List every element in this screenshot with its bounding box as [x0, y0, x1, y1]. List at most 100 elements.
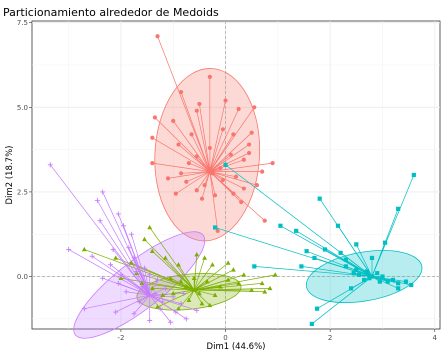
data-point: [152, 290, 158, 296]
data-point: [230, 267, 236, 272]
data-point: [249, 130, 254, 135]
data-point: [160, 299, 166, 305]
data-point: [147, 318, 153, 324]
data-point: [259, 280, 265, 286]
data-point: [364, 269, 369, 274]
data-point: [369, 274, 375, 279]
data-point: [189, 132, 194, 137]
data-point: [113, 309, 119, 315]
data-point: [223, 98, 228, 103]
medoid-link: [144, 268, 151, 296]
data-point: [126, 245, 132, 251]
data-point: [411, 172, 416, 178]
data-point: [176, 142, 181, 147]
data-point: [81, 246, 87, 252]
data-point: [115, 280, 121, 286]
data-point: [170, 290, 176, 296]
data-point: [367, 276, 372, 281]
medoid-link: [123, 225, 151, 296]
medoid-link: [371, 174, 415, 277]
data-point: [194, 307, 200, 313]
data-point: [155, 34, 160, 39]
data-point: [186, 161, 192, 166]
data-point: [207, 169, 212, 174]
data-point: [299, 264, 304, 269]
data-point: [147, 272, 153, 278]
medoid-link: [314, 257, 373, 277]
medoid-link: [204, 171, 211, 186]
data-point: [136, 299, 142, 305]
data-point: [343, 264, 348, 269]
data-point: [171, 118, 176, 123]
data-point: [317, 196, 322, 201]
data-point: [354, 267, 359, 272]
medoid-link: [193, 269, 234, 291]
data-point: [231, 132, 236, 137]
data-point: [252, 105, 257, 110]
medoid-link: [209, 100, 226, 172]
data-point: [134, 268, 140, 274]
medoid-link: [193, 264, 213, 291]
data-point: [149, 248, 155, 253]
data-point: [338, 250, 343, 255]
data-point: [246, 142, 252, 147]
data-point: [212, 193, 218, 198]
medoid-link: [193, 254, 198, 291]
data-point: [390, 277, 396, 283]
data-point: [241, 186, 246, 191]
medoid-link: [152, 162, 210, 172]
data-point: [335, 223, 341, 228]
medoid-link: [149, 227, 195, 291]
data-point: [123, 289, 129, 295]
medoid-link: [172, 120, 211, 172]
data-point: [249, 287, 255, 292]
data-point: [246, 150, 252, 156]
medoid-link: [141, 286, 150, 296]
data-point: [241, 272, 247, 277]
data-point: [173, 309, 179, 315]
medoid-link: [149, 294, 197, 311]
medoid-link: [181, 171, 210, 174]
data-point: [215, 228, 220, 233]
data-point: [236, 280, 242, 286]
data-point: [309, 321, 314, 327]
medoid-link: [209, 154, 231, 172]
data-point: [202, 255, 208, 260]
data-point: [228, 152, 233, 157]
medoid-link: [50, 164, 150, 296]
data-point: [107, 262, 113, 268]
medoid-link: [371, 242, 386, 277]
data-point: [196, 290, 202, 296]
medoid-link: [209, 171, 245, 189]
medoid-link: [209, 171, 219, 231]
medoid-link: [194, 279, 229, 291]
data-point: [131, 311, 137, 317]
data-point: [220, 177, 226, 183]
data-point: [142, 236, 147, 242]
data-point: [199, 301, 205, 306]
medoid-link: [209, 152, 250, 172]
data-point: [165, 176, 171, 181]
data-point: [304, 249, 309, 254]
data-point: [236, 106, 241, 112]
y-tick-label: 2.5: [17, 188, 28, 196]
medoid-link: [133, 294, 150, 314]
medoid-link: [193, 289, 203, 304]
data-point: [354, 242, 359, 247]
medoid-link: [149, 279, 158, 296]
data-point: [223, 162, 228, 167]
data-point: [262, 218, 267, 223]
data-point: [396, 206, 401, 211]
data-point: [97, 218, 103, 224]
medoid-link: [126, 291, 150, 296]
data-point: [121, 223, 127, 229]
medoid-link: [167, 171, 210, 179]
medoid-link: [353, 272, 373, 277]
data-point: [218, 166, 223, 171]
data-point: [173, 191, 178, 196]
data-point: [131, 255, 137, 261]
data-point: [157, 306, 163, 312]
data-point: [278, 223, 283, 228]
data-point: [191, 287, 197, 292]
medoid-link: [355, 244, 373, 277]
